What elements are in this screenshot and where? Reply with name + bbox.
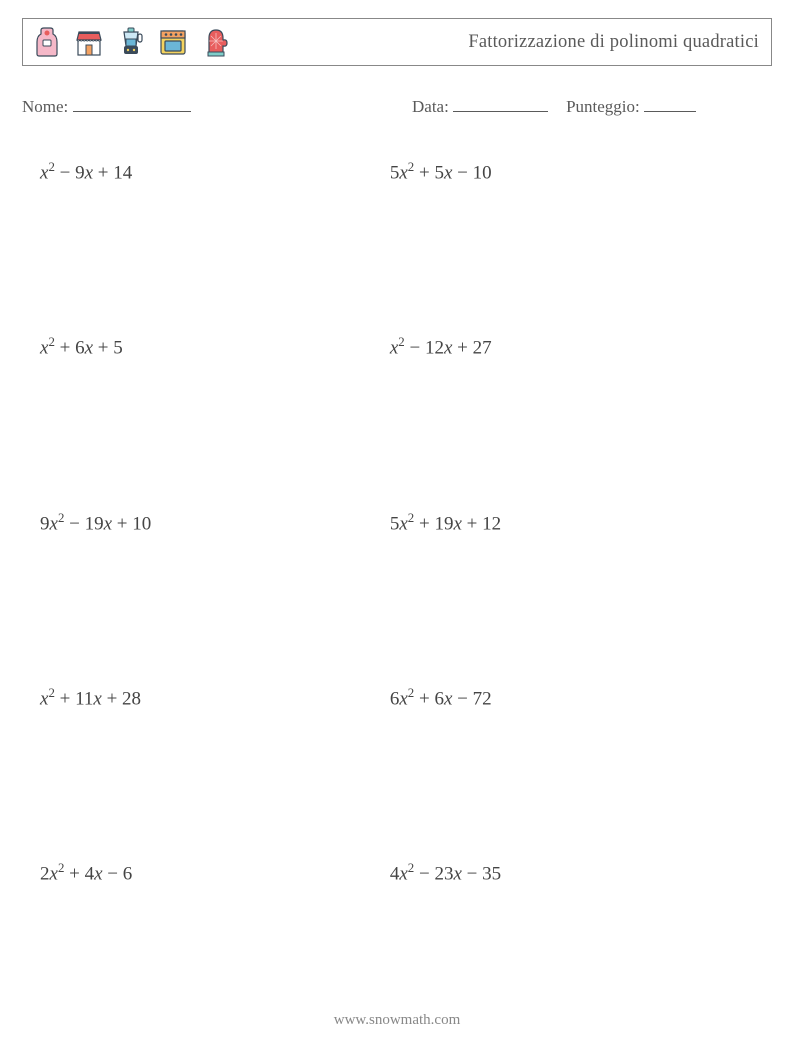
problem-cell: 2x2 + 4x − 6 bbox=[40, 860, 390, 885]
problem-cell: x2 − 12x + 27 bbox=[390, 334, 754, 359]
worksheet-title: Fattorizzazione di polinomi quadratici bbox=[468, 32, 759, 53]
score-label: Punteggio: bbox=[566, 97, 640, 116]
problem-row: 9x2 − 19x + 105x2 + 19x + 12 bbox=[40, 510, 754, 535]
problem-row: x2 + 11x + 286x2 + 6x − 72 bbox=[40, 685, 754, 710]
quadratic-expression: x2 + 6x + 5 bbox=[40, 334, 390, 359]
shop-icon bbox=[73, 26, 105, 58]
problem-cell: 5x2 + 5x − 10 bbox=[390, 159, 754, 184]
problem-row: x2 − 9x + 145x2 + 5x − 10 bbox=[40, 159, 754, 184]
problem-cell: 6x2 + 6x − 72 bbox=[390, 685, 754, 710]
quadratic-expression: 5x2 + 19x + 12 bbox=[390, 510, 754, 535]
meta-row: Nome: Data: Punteggio: bbox=[22, 94, 772, 117]
name-blank[interactable] bbox=[73, 94, 191, 112]
problem-cell: x2 + 6x + 5 bbox=[40, 334, 390, 359]
quadratic-expression: x2 + 11x + 28 bbox=[40, 685, 390, 710]
quadratic-expression: 9x2 − 19x + 10 bbox=[40, 510, 390, 535]
meta-name: Nome: bbox=[22, 94, 412, 117]
mitt-icon bbox=[199, 26, 231, 58]
quadratic-expression: 4x2 − 23x − 35 bbox=[390, 860, 754, 885]
quadratic-expression: x2 − 9x + 14 bbox=[40, 159, 390, 184]
problem-cell: x2 − 9x + 14 bbox=[40, 159, 390, 184]
meta-date: Data: bbox=[412, 94, 548, 117]
problem-row: 2x2 + 4x − 64x2 − 23x − 35 bbox=[40, 860, 754, 885]
header-box: Fattorizzazione di polinomi quadratici bbox=[22, 18, 772, 66]
problems-grid: x2 − 9x + 145x2 + 5x − 10x2 + 6x + 5x2 −… bbox=[22, 159, 772, 886]
worksheet-page: Fattorizzazione di polinomi quadratici N… bbox=[0, 0, 794, 1053]
quadratic-expression: 2x2 + 4x − 6 bbox=[40, 860, 390, 885]
name-label: Nome: bbox=[22, 97, 68, 116]
quadratic-expression: 6x2 + 6x − 72 bbox=[390, 685, 754, 710]
problem-cell: 4x2 − 23x − 35 bbox=[390, 860, 754, 885]
date-label: Data: bbox=[412, 97, 449, 116]
problem-cell: 5x2 + 19x + 12 bbox=[390, 510, 754, 535]
date-blank[interactable] bbox=[453, 94, 548, 112]
footer-url: www.snowmath.com bbox=[0, 1012, 794, 1029]
problem-row: x2 + 6x + 5x2 − 12x + 27 bbox=[40, 334, 754, 359]
blender-icon bbox=[115, 26, 147, 58]
header-icons bbox=[31, 26, 231, 58]
quadratic-expression: x2 − 12x + 27 bbox=[390, 334, 754, 359]
problem-cell: 9x2 − 19x + 10 bbox=[40, 510, 390, 535]
meta-score: Punteggio: bbox=[566, 94, 696, 117]
apron-icon bbox=[31, 26, 63, 58]
oven-icon bbox=[157, 26, 189, 58]
score-blank[interactable] bbox=[644, 94, 696, 112]
quadratic-expression: 5x2 + 5x − 10 bbox=[390, 159, 754, 184]
problem-cell: x2 + 11x + 28 bbox=[40, 685, 390, 710]
